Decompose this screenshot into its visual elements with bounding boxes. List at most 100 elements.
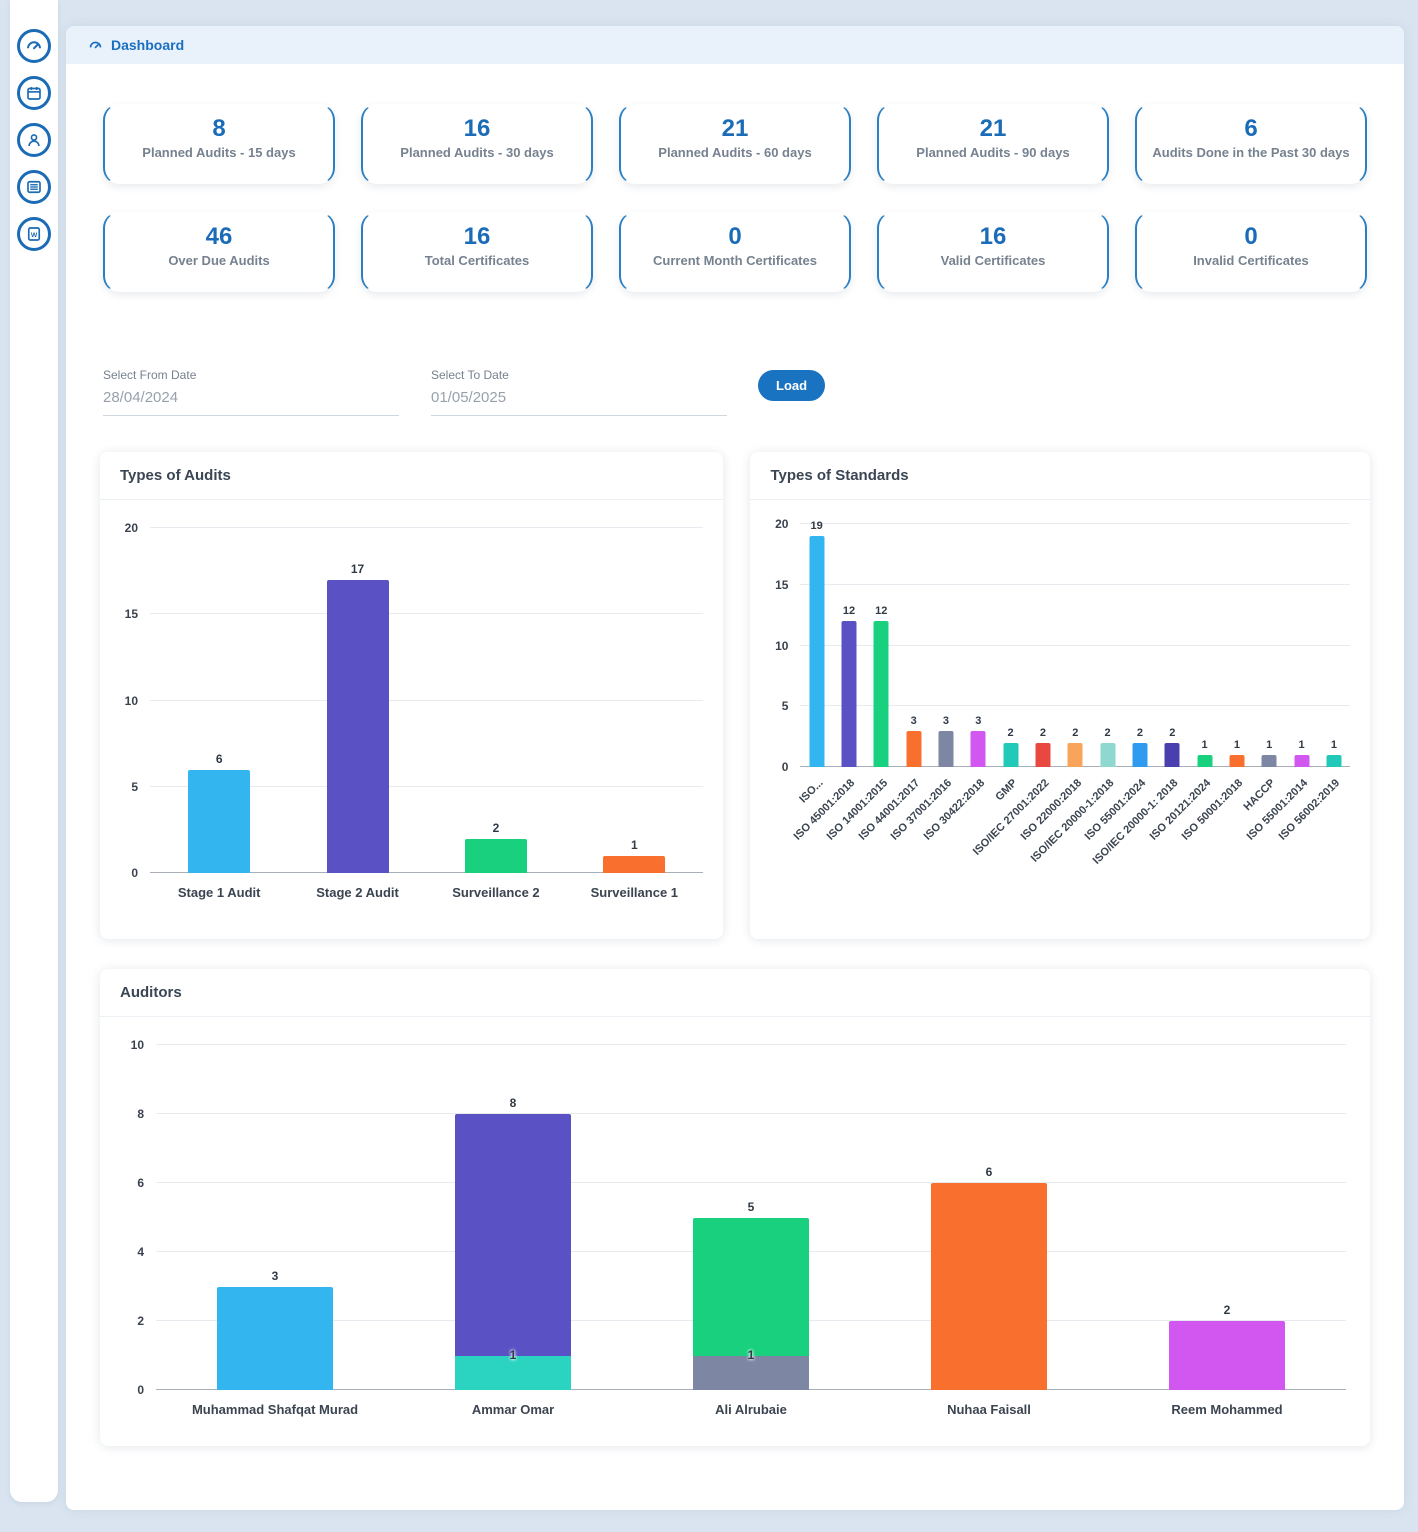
bar-value-label: 2 <box>1039 726 1046 739</box>
stat-value: 0 <box>728 223 742 250</box>
stat-value: 16 <box>463 115 491 142</box>
stat-card-invalid-certs: 0 Invalid Certificates <box>1135 212 1367 292</box>
stat-value: 16 <box>979 223 1007 250</box>
x-axis-label: Surveillance 1 <box>590 885 679 900</box>
bar-ISO/IEC 20000-1:2018[interactable]: 2 ISO/IEC 20000-1:2018 <box>1028 524 1123 865</box>
y-tick-label: 8 <box>137 1107 144 1121</box>
x-axis-label: ISO 50001:2018 <box>1179 777 1246 843</box>
sidebar-item-dashboard[interactable] <box>17 29 51 63</box>
bar-Stage 2 Audit[interactable]: 17 Stage 2 Audit <box>288 528 426 900</box>
bar-Stage 1 Audit[interactable]: 6 Stage 1 Audit <box>150 528 288 901</box>
bar-value-label: 3 <box>975 714 982 727</box>
y-tick-label: 4 <box>137 1245 144 1259</box>
bar-Surveillance 2[interactable]: 2 Surveillance 2 <box>427 528 565 901</box>
user-icon <box>25 131 43 149</box>
stats-section: 8 Planned Audits - 15 days 16 Planned Au… <box>66 64 1404 292</box>
bar-value-label: 1 <box>1201 738 1208 751</box>
sidebar-item-word-report[interactable]: W <box>17 217 51 251</box>
page-header: Dashboard <box>66 26 1404 64</box>
chart-title: Auditors <box>100 969 1370 1017</box>
bar-value-label: 3 <box>942 714 950 727</box>
main-panel: Dashboard 8 Planned Audits - 15 days 16 … <box>66 26 1404 1510</box>
bar-ISO 44001:2017[interactable]: 3 ISO 44001:2017 <box>857 524 929 843</box>
x-axis-label: Stage 2 Audit <box>316 885 399 900</box>
stat-value: 21 <box>721 115 749 142</box>
y-tick-label: 5 <box>131 779 138 794</box>
stat-card-current-month-certs: 0 Current Month Certificates <box>619 212 851 292</box>
bar-ISO 22000:2018[interactable]: 2 ISO 22000:2018 <box>1018 524 1091 843</box>
stat-value: 8 <box>212 115 226 142</box>
bars: 6 Stage 1 Audit 17 Stage 2 Audit 2 Surveillan… <box>150 528 703 901</box>
sidebar-item-calendar[interactable] <box>17 76 51 110</box>
bar-Nuhaa Faisall[interactable]: 6 Nuhaa Faisall <box>870 1045 1108 1417</box>
bar-ISO 37001:2016[interactable]: 3 ISO 37001:2016 <box>889 524 962 843</box>
y-tick-label: 5 <box>781 699 789 714</box>
load-button[interactable]: Load <box>758 370 826 401</box>
bar-value-label: 2 <box>492 820 500 835</box>
bar-ISO 56002:2019[interactable]: 1 ISO 56002:2019 <box>1277 524 1350 843</box>
x-axis-label: ISO... <box>796 777 826 806</box>
to-date-field[interactable]: Select To Date 01/05/2025 <box>431 368 727 416</box>
bar-value-label: 1 <box>1330 738 1337 751</box>
bar-Muhammad Shafqat Murad[interactable]: 3 Muhammad Shafqat Murad <box>156 1045 394 1418</box>
stat-card-audits-done-30: 6 Audits Done in the Past 30 days <box>1135 104 1367 184</box>
x-axis-label: GMP <box>992 777 1020 804</box>
y-axis: 0 2 4 6 8 10 <box>120 1038 156 1397</box>
bar-ISO 20121:2024[interactable]: 1 ISO 20121:2024 <box>1148 524 1220 843</box>
chart-title: Types of Standards <box>750 452 1370 500</box>
chart-title: Types of Audits <box>100 452 724 500</box>
from-date-field[interactable]: Select From Date 28/04/2024 <box>103 368 399 416</box>
auditors-chart: 0 2 4 6 8 10 3 Muhammad Shafqat Murad 1 8 Ammar O… <box>100 1017 1370 1446</box>
bar-ISO/IEC 27001:2022[interactable]: 2 ISO/IEC 27001:2022 <box>971 524 1059 858</box>
bar-value-label: 1 <box>1298 738 1305 751</box>
sidebar-item-user[interactable] <box>17 123 51 157</box>
dashboard-icon <box>88 38 103 53</box>
segment-value-label: 1 <box>747 1347 755 1362</box>
stat-label: Planned Audits - 15 days <box>142 145 296 160</box>
bar-ISO 45001:2018[interactable]: 12 ISO 45001:2018 <box>792 524 865 842</box>
stat-card-valid-certs: 16 Valid Certificates <box>877 212 1109 292</box>
bar-value-label: 19 <box>810 520 823 533</box>
stat-label: Current Month Certificates <box>653 253 817 268</box>
bar-HACCP[interactable]: 1 HACCP <box>1242 524 1285 813</box>
bar-Ammar Omar[interactable]: 1 8 Ammar Omar <box>394 1045 632 1417</box>
y-tick-label: 6 <box>137 1176 144 1190</box>
to-date-value[interactable]: 01/05/2025 <box>431 389 507 406</box>
y-tick-label: 10 <box>124 693 138 708</box>
to-date-label: Select To Date <box>431 368 509 382</box>
bar-ISO 55001:2014[interactable]: 1 ISO 55001:2014 <box>1244 524 1317 843</box>
stat-value: 0 <box>1244 223 1258 250</box>
sidebar-item-records[interactable] <box>17 170 51 204</box>
stat-label: Audits Done in the Past 30 days <box>1152 145 1350 160</box>
stat-card-overdue: 46 Over Due Audits <box>103 212 335 292</box>
x-axis-label: Ammar Omar <box>471 1402 555 1417</box>
bar-Reem Mohammed[interactable]: 2 Reem Mohammed <box>1108 1045 1346 1417</box>
x-axis-label: Muhammad Shafqat Murad <box>191 1402 359 1417</box>
bars: 19 ISO... 12 ISO 45001:2018 12 ISO 14001:2015… <box>792 520 1350 867</box>
y-tick-label: 10 <box>130 1038 144 1052</box>
bar-ISO/IEC 20000-1: 2018[interactable]: 2 ISO/IEC 20000-1: 2018 <box>1091 524 1188 867</box>
stat-label: Planned Audits - 30 days <box>400 145 554 160</box>
bar-value-label: 17 <box>350 561 365 576</box>
word-doc-icon: W <box>25 225 43 243</box>
bar-ISO...[interactable]: 19 ISO... <box>797 520 832 805</box>
bar-value-label: 2 <box>1223 1303 1231 1317</box>
bar-Surveillance 1[interactable]: 1 Surveillance 1 <box>565 528 703 900</box>
bar-value-label: 2 <box>1136 726 1143 739</box>
types-of-audits-card: Types of Audits 0 5 10 15 20 6 Stage 1 Audit 1… <box>100 452 724 939</box>
bar-ISO 50001:2018[interactable]: 1 ISO 50001:2018 <box>1180 524 1253 843</box>
x-axis-label: Ali Alrubaie <box>715 1402 787 1417</box>
svg-text:W: W <box>31 232 38 239</box>
bar-ISO 55001:2024[interactable]: 2 ISO 55001:2024 <box>1083 524 1156 843</box>
auditors-card: Auditors 0 2 4 6 8 10 3 Muhammad Shafqat Murad… <box>100 969 1370 1446</box>
plot-area: 3 Muhammad Shafqat Murad 1 8 Ammar Omar 1 5 Ali… <box>156 1044 1346 1418</box>
bar-ISO 30422:2018[interactable]: 3 ISO 30422:2018 <box>921 524 994 843</box>
bar-GMP[interactable]: 2 GMP <box>993 524 1026 804</box>
calendar-icon <box>25 84 43 102</box>
from-date-value[interactable]: 28/04/2024 <box>103 389 179 406</box>
stat-label: Valid Certificates <box>940 253 1046 268</box>
bar-ISO 14001:2015[interactable]: 12 ISO 14001:2015 <box>824 524 897 842</box>
from-date-label: Select From Date <box>103 368 197 382</box>
bar-value-label: 2 <box>1104 726 1111 739</box>
bar-Ali Alrubaie[interactable]: 1 5 Ali Alrubaie <box>632 1045 870 1417</box>
